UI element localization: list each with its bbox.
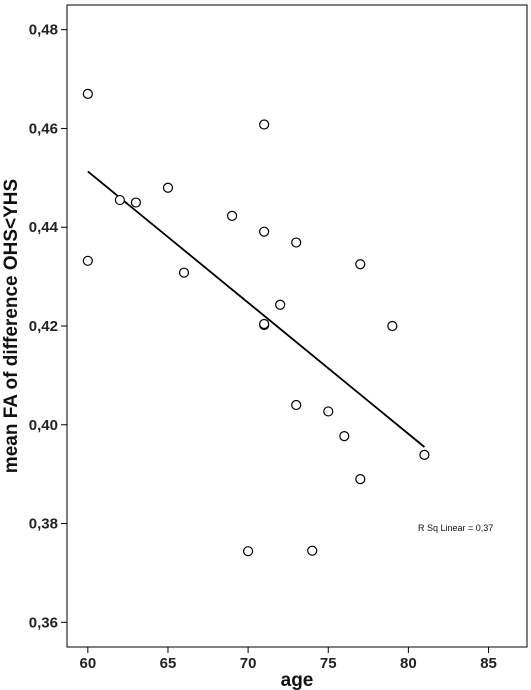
data-point (259, 119, 270, 130)
y-axis: 0,36 0,38 0,40 0,42 0,44 0,46 0,48 (29, 22, 67, 631)
data-point (339, 431, 350, 442)
y-tick-label: 0,44 (29, 219, 59, 236)
x-tick-label: 70 (240, 655, 257, 672)
data-point (114, 194, 125, 206)
data-point (130, 197, 142, 208)
data-point (82, 255, 93, 266)
data-point (323, 406, 334, 417)
y-tick-label: 0,38 (29, 516, 58, 533)
y-tick-label: 0,42 (29, 318, 58, 335)
data-point (387, 320, 398, 332)
data-point (291, 237, 302, 248)
y-tick-label: 0,36 (29, 614, 58, 631)
r-squared-annotation: R Sq Linear = 0,37 (418, 523, 493, 533)
y-tick-label: 0,40 (29, 417, 58, 434)
data-point (259, 318, 270, 330)
data-point (355, 259, 366, 270)
regression-line (87, 170, 425, 448)
data-point (275, 299, 286, 310)
data-point (259, 226, 270, 237)
data-point (243, 546, 254, 557)
data-point (226, 210, 238, 221)
x-axis: 60 65 70 75 80 85 (79, 647, 497, 672)
data-points (82, 88, 430, 557)
x-tick-label: 85 (480, 655, 497, 672)
x-axis-title: age (281, 670, 314, 690)
x-tick-label: 60 (79, 655, 96, 672)
data-point (162, 182, 174, 193)
y-tick-label: 0,48 (29, 22, 58, 39)
x-tick-label: 80 (400, 655, 417, 672)
data-point (355, 473, 366, 485)
y-axis-title: mean FA of difference OHS<YHS (1, 179, 22, 473)
data-point (82, 88, 93, 99)
data-point (291, 399, 302, 411)
data-point (178, 267, 190, 278)
y-tick-label: 0,46 (29, 120, 58, 137)
regression-layer (87, 170, 425, 448)
data-point (307, 545, 318, 556)
plot-area-frame (66, 4, 528, 648)
x-tick-label: 75 (320, 655, 337, 672)
data-point (419, 449, 430, 460)
x-tick-label: 65 (160, 655, 177, 672)
